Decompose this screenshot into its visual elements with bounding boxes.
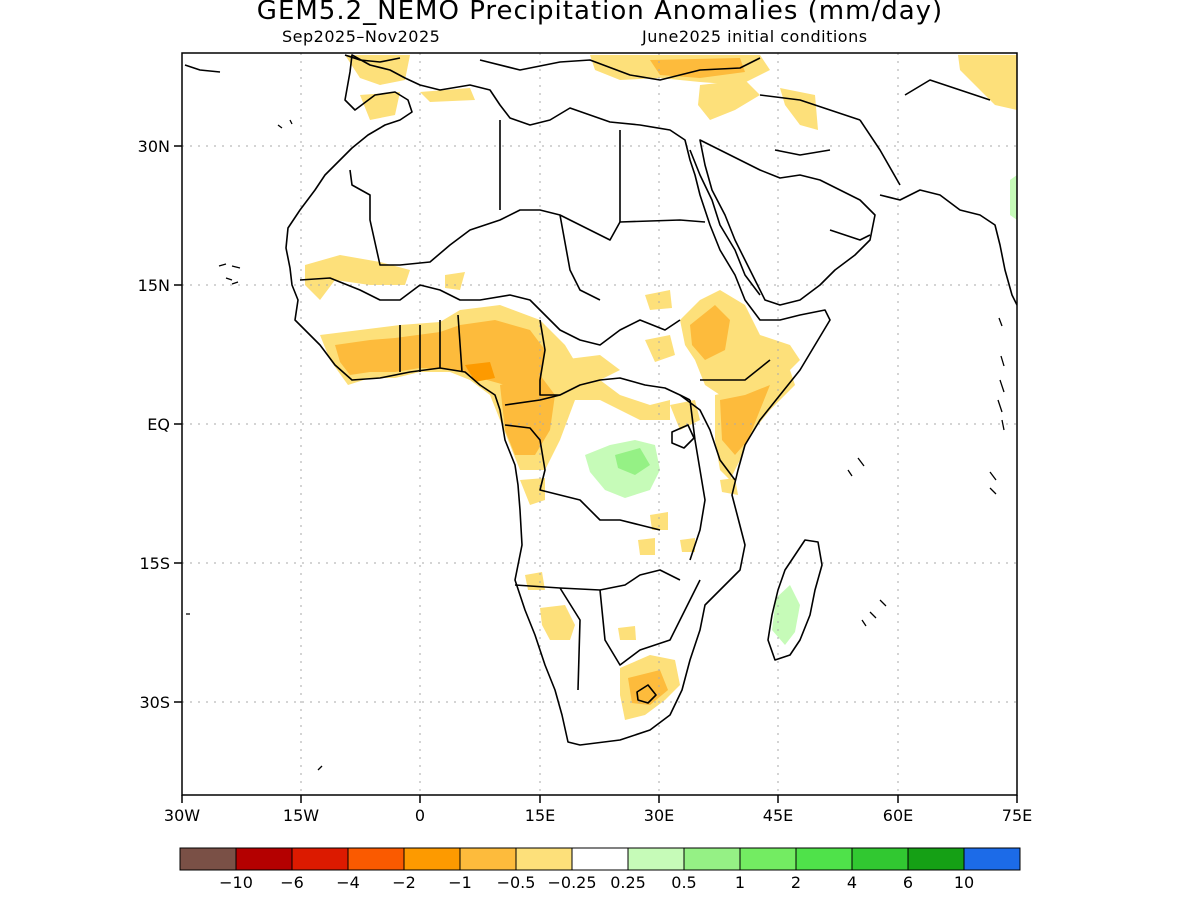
africa-coastline xyxy=(285,54,831,746)
colorbar-swatch xyxy=(907,847,965,871)
colorbar-swatch xyxy=(459,847,517,871)
map-title: GEM5.2_NEMO Precipitation Anomalies (mm/… xyxy=(256,0,944,26)
asia-coast xyxy=(879,189,1017,306)
lat-label-30s: 30S xyxy=(139,693,170,712)
lat-label-15n: 15N xyxy=(138,276,170,295)
colorbar-swatch xyxy=(795,847,853,871)
colorbar-label: −2 xyxy=(392,873,416,892)
coastlines-and-borders xyxy=(184,54,1017,746)
colorbar-swatch xyxy=(291,847,349,871)
colorbar-swatch xyxy=(627,847,685,871)
colorbar-label: −1 xyxy=(448,873,472,892)
anomaly-kenya-core xyxy=(720,385,770,455)
colorbar-label: −0.25 xyxy=(547,873,596,892)
colorbar-label: 0.5 xyxy=(671,873,696,892)
lesotho xyxy=(636,684,657,704)
colorbar-swatch xyxy=(403,847,461,871)
anomaly-angola-north xyxy=(520,478,545,505)
anomaly-libya-coast xyxy=(420,88,475,102)
colorbar-labels: −10 −6 −4 −2 −1 −0.5 −0.25 0.25 0.5 1 2 4 6 10 xyxy=(219,873,974,892)
lon-label-15w: 15W xyxy=(283,806,319,825)
colorbar-swatch xyxy=(963,847,1021,871)
arabia-coastline xyxy=(699,139,876,306)
anomaly-zambia xyxy=(638,538,655,555)
colorbar-swatch xyxy=(851,847,909,871)
anomaly-lake-tanganyika xyxy=(650,512,668,530)
islands xyxy=(186,119,1005,771)
latitude-labels: 30N 15N EQ 15S 30S xyxy=(138,137,170,712)
anomaly-fields xyxy=(305,55,1017,720)
colorbar-swatch xyxy=(515,847,573,871)
season-label: Sep2025–Nov2025 xyxy=(282,27,441,46)
anomaly-nigeria-core xyxy=(465,362,495,382)
europe-coastline xyxy=(184,54,761,81)
colorbar-label: −4 xyxy=(336,873,360,892)
colorbar-label: 1 xyxy=(735,873,745,892)
mideast-borders xyxy=(759,79,991,241)
colorbar-swatch xyxy=(179,847,237,871)
red-sea-west xyxy=(689,149,761,296)
anomaly-congo-wet-core xyxy=(615,448,650,475)
colorbar-label: 4 xyxy=(847,873,857,892)
lat-label-30n: 30N xyxy=(138,137,170,156)
anomaly-namibia xyxy=(540,605,575,640)
lon-label-30w: 30W xyxy=(164,806,200,825)
border-west-1 xyxy=(399,314,463,373)
colorbar-swatch xyxy=(571,847,629,871)
anomaly-ethiopia-core xyxy=(690,305,730,360)
anomaly-sudan-south xyxy=(645,290,672,310)
colorbar-swatch xyxy=(347,847,405,871)
colorbar-label: −0.5 xyxy=(497,873,536,892)
lat-label-15s: 15S xyxy=(139,554,170,573)
colorbar xyxy=(179,847,1021,871)
anomaly-iraq xyxy=(780,88,818,130)
anomaly-caucasus xyxy=(958,55,1017,110)
border-north-1 xyxy=(349,169,706,266)
colorbar-swatch xyxy=(683,847,741,871)
madagascar-coastline xyxy=(767,539,823,661)
anomaly-levant xyxy=(698,80,760,120)
lon-label-60e: 60E xyxy=(883,806,913,825)
anomaly-south-sudan xyxy=(645,335,675,362)
colorbar-label: 0.25 xyxy=(610,873,646,892)
anomaly-madagascar xyxy=(772,585,800,645)
border-south xyxy=(514,569,701,691)
border-congo xyxy=(504,394,661,531)
initial-conditions-label: June2025 initial conditions xyxy=(642,27,868,46)
lon-label-0: 0 xyxy=(415,806,425,825)
colorbar-label: 10 xyxy=(954,873,974,892)
colorbar-label: 2 xyxy=(791,873,801,892)
anomaly-turkey xyxy=(650,58,745,78)
border-east xyxy=(679,359,771,561)
lat-label-eq: EQ xyxy=(147,415,170,434)
anomaly-india-wet xyxy=(1010,175,1017,220)
colorbar-swatch xyxy=(739,847,797,871)
colorbar-swatch xyxy=(235,847,293,871)
anomaly-zimbabwe xyxy=(618,626,636,640)
lake-victoria xyxy=(671,424,695,449)
border-sahel xyxy=(299,277,681,346)
gridlines xyxy=(182,53,1017,795)
lon-label-30e: 30E xyxy=(644,806,674,825)
colorbar-label: −10 xyxy=(219,873,253,892)
longitude-labels: 30W 15W 0 15E 30E 45E 60E 75E xyxy=(164,806,1032,825)
colorbar-label: −6 xyxy=(280,873,304,892)
anomaly-iberia xyxy=(345,55,410,85)
anomaly-niger xyxy=(445,272,465,290)
lon-label-45e: 45E xyxy=(763,806,793,825)
lon-label-15e: 15E xyxy=(525,806,555,825)
anomaly-mauritania xyxy=(305,255,410,300)
colorbar-label: 6 xyxy=(903,873,913,892)
border-central xyxy=(539,319,691,401)
anomaly-car xyxy=(560,355,620,380)
lon-label-75e: 75E xyxy=(1002,806,1032,825)
anomaly-malawi xyxy=(680,538,695,552)
tick-marks xyxy=(174,145,1018,803)
anomaly-maghreb xyxy=(360,92,400,120)
border-north-2 xyxy=(499,120,621,301)
